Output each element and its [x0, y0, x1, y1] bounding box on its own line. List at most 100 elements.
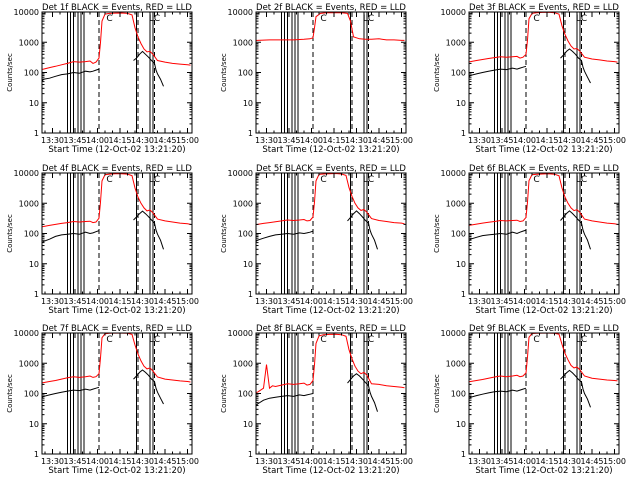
y-tick-label: 1000	[19, 38, 39, 47]
x-tick-label: 14:00	[86, 457, 109, 466]
y-axis-label: Counts/sec	[220, 53, 228, 92]
x-tick-label: 14:15	[535, 136, 558, 145]
chart-title: Det 6f BLACK = Events, RED = LLD	[469, 164, 619, 174]
plot-area	[256, 333, 405, 454]
y-tick-label: 10000	[14, 329, 39, 338]
x-tick-label: 14:15	[322, 136, 345, 145]
chart-title: Det 5f BLACK = Events, RED = LLD	[256, 164, 406, 174]
y-tick-label: 1	[461, 290, 466, 299]
flag-marker-label: C	[320, 335, 326, 345]
x-tick-label: 14:00	[300, 457, 323, 466]
y-tick-label: 10000	[441, 8, 466, 17]
x-tick-label: 14:30	[345, 136, 368, 145]
x-tick-label: 15:00	[390, 457, 413, 466]
y-tick-label: 100	[451, 390, 466, 399]
x-tick-label: 13:30	[255, 457, 278, 466]
y-tick-label: 10	[456, 260, 466, 269]
plot-area	[42, 173, 191, 294]
y-tick-label: 1000	[19, 199, 39, 208]
y-tick-label: 1	[248, 450, 253, 459]
x-axis-label: Start Time (12-Oct-02 13:21:20)	[48, 306, 185, 316]
y-tick-label: 1	[248, 129, 253, 138]
events-series-line	[347, 373, 378, 412]
events-series-line	[347, 210, 378, 250]
x-tick-label: 14:45	[153, 136, 176, 145]
x-tick-label: 13:30	[255, 297, 278, 306]
x-tick-label: 14:00	[300, 136, 323, 145]
y-tick-label: 10000	[441, 169, 466, 178]
y-tick-label: 100	[451, 69, 466, 78]
events-series-line	[560, 369, 591, 408]
x-tick-label: 13:30	[468, 136, 491, 145]
y-tick-label: 1000	[233, 199, 253, 208]
flag-marker-label: C	[320, 14, 326, 24]
flag-marker-label: LC	[363, 14, 374, 24]
flag-marker-label: C	[533, 175, 539, 185]
x-tick-label: 14:00	[300, 297, 323, 306]
x-tick-label: 13:30	[41, 457, 64, 466]
flag-marker-label: C	[106, 14, 112, 24]
lld-series-line	[256, 173, 405, 226]
y-tick-label: 100	[238, 230, 253, 239]
x-tick-label: 15:00	[390, 297, 413, 306]
flag-marker-label: LC	[149, 335, 160, 345]
plot-area	[256, 173, 405, 294]
x-tick-label: 13:30	[41, 136, 64, 145]
lld-series-line	[469, 12, 618, 63]
x-tick-label: 14:45	[367, 457, 390, 466]
x-tick-label: 13:45	[490, 457, 513, 466]
y-tick-label: 1	[248, 290, 253, 299]
y-tick-label: 1000	[446, 199, 466, 208]
y-tick-label: 1	[461, 450, 466, 459]
x-tick-label: 14:30	[558, 457, 581, 466]
x-tick-label: 14:15	[108, 136, 131, 145]
x-axis-label: Start Time (12-Oct-02 13:21:20)	[475, 145, 612, 155]
events-series-line	[42, 68, 100, 83]
y-tick-label: 100	[451, 230, 466, 239]
chart-title: Det 2f BLACK = Events, RED = LLD	[256, 3, 406, 13]
chart-title: Det 1f BLACK = Events, RED = LLD	[42, 3, 192, 13]
flag-marker-label: C	[533, 14, 539, 24]
x-tick-label: 13:45	[63, 136, 86, 145]
events-series-line	[469, 229, 527, 242]
events-series-line	[469, 65, 527, 78]
x-tick-label: 14:15	[535, 297, 558, 306]
x-tick-label: 14:15	[108, 297, 131, 306]
y-tick-label: 1000	[19, 359, 39, 368]
x-tick-label: 14:45	[367, 136, 390, 145]
y-tick-label: 100	[24, 230, 39, 239]
plot-area	[469, 12, 618, 133]
chart-title: Det 3f BLACK = Events, RED = LLD	[469, 3, 619, 13]
events-series-line	[42, 386, 100, 399]
y-tick-label: 10	[243, 260, 253, 269]
y-tick-label: 1000	[233, 38, 253, 47]
x-tick-label: 15:00	[603, 136, 626, 145]
chart-title: Det 8f BLACK = Events, RED = LLD	[256, 324, 406, 334]
events-series-line	[42, 230, 100, 244]
y-tick-label: 1	[34, 290, 39, 299]
y-tick-label: 10000	[228, 8, 253, 17]
y-tick-label: 10	[29, 420, 39, 429]
y-axis-label: Counts/sec	[6, 374, 14, 413]
x-tick-label: 13:30	[41, 297, 64, 306]
events-series-line	[560, 48, 591, 84]
y-axis-label: Counts/sec	[220, 374, 228, 413]
flag-marker-label: LC	[149, 14, 160, 24]
events-series-line	[469, 387, 527, 400]
x-tick-label: 13:30	[255, 136, 278, 145]
y-axis-label: Counts/sec	[220, 214, 228, 253]
y-tick-label: 1	[34, 450, 39, 459]
x-tick-label: 14:30	[345, 297, 368, 306]
flag-marker-label: LC	[363, 335, 374, 345]
y-tick-label: 10000	[14, 8, 39, 17]
x-tick-label: 15:00	[390, 136, 413, 145]
x-tick-label: 13:45	[277, 457, 300, 466]
x-tick-label: 14:30	[345, 457, 368, 466]
y-axis-label: Counts/sec	[433, 53, 441, 92]
